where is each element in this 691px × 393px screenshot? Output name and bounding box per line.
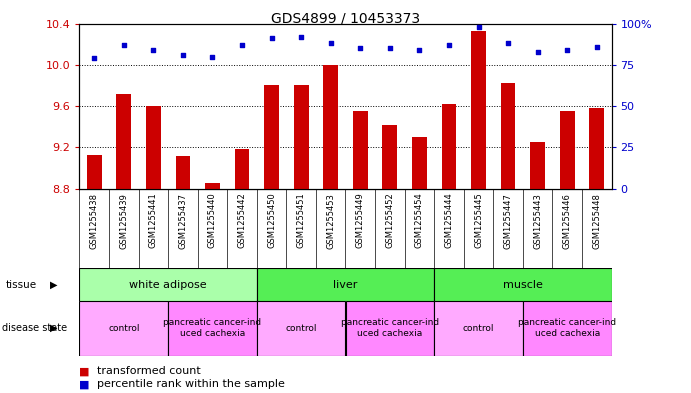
Text: GSM1255446: GSM1255446 (562, 193, 571, 248)
Text: GSM1255440: GSM1255440 (208, 193, 217, 248)
Text: tissue: tissue (6, 279, 37, 290)
Point (591, 44, 603, 50)
Text: ▶: ▶ (50, 323, 58, 333)
Point (532, 48, 543, 55)
Bar (176, 156, 190, 189)
Text: muscle: muscle (503, 279, 543, 290)
Text: liver: liver (333, 279, 358, 290)
Text: percentile rank within the sample: percentile rank within the sample (97, 379, 285, 389)
Bar (87, 154, 102, 189)
Point (384, 45, 395, 51)
Point (296, 34, 307, 40)
Bar (353, 111, 368, 189)
Point (207, 53, 218, 60)
Bar (382, 125, 397, 189)
Bar (257, 268, 434, 301)
Bar (323, 65, 338, 189)
Bar (257, 301, 346, 356)
Bar (294, 86, 309, 189)
Bar (442, 104, 456, 189)
Text: control: control (463, 324, 494, 332)
Point (88, 55, 100, 61)
Bar (264, 86, 279, 189)
Text: GSM1255450: GSM1255450 (267, 193, 276, 248)
Bar (168, 301, 257, 356)
Point (473, 24, 484, 30)
Bar (560, 111, 575, 189)
Bar (346, 301, 434, 356)
Point (444, 42, 455, 48)
Text: transformed count: transformed count (97, 366, 200, 376)
Point (502, 40, 513, 46)
Text: GSM1255453: GSM1255453 (326, 193, 335, 248)
Point (266, 35, 277, 42)
Bar (79, 301, 168, 356)
Text: ▶: ▶ (50, 279, 58, 290)
Text: pancreatic cancer-ind
uced cachexia: pancreatic cancer-ind uced cachexia (163, 318, 262, 338)
Text: GSM1255454: GSM1255454 (415, 193, 424, 248)
Text: GSM1255442: GSM1255442 (238, 193, 247, 248)
Text: GSM1255444: GSM1255444 (444, 193, 453, 248)
Text: pancreatic cancer-ind
uced cachexia: pancreatic cancer-ind uced cachexia (518, 318, 616, 338)
Bar (434, 301, 523, 356)
Point (562, 47, 573, 53)
Text: GSM1255451: GSM1255451 (296, 193, 305, 248)
Bar (235, 149, 249, 189)
Bar (434, 268, 612, 301)
Text: ■: ■ (79, 366, 90, 376)
Text: GSM1255438: GSM1255438 (90, 193, 99, 249)
Point (354, 45, 366, 51)
Bar (523, 301, 612, 356)
Text: white adipose: white adipose (129, 279, 207, 290)
Text: GSM1255449: GSM1255449 (356, 193, 365, 248)
Bar (589, 108, 604, 189)
Text: control: control (108, 324, 140, 332)
Point (414, 47, 425, 53)
Point (325, 40, 337, 46)
Bar (412, 137, 427, 189)
Text: ■: ■ (79, 379, 90, 389)
Point (118, 42, 129, 48)
Text: GSM1255448: GSM1255448 (592, 193, 601, 248)
Text: control: control (285, 324, 317, 332)
Text: GDS4899 / 10453373: GDS4899 / 10453373 (271, 12, 420, 26)
Bar (79, 268, 257, 301)
Text: GSM1255445: GSM1255445 (474, 193, 483, 248)
Point (178, 52, 189, 58)
Text: pancreatic cancer-ind
uced cachexia: pancreatic cancer-ind uced cachexia (341, 318, 439, 338)
Text: GSM1255437: GSM1255437 (178, 193, 187, 249)
Text: GSM1255441: GSM1255441 (149, 193, 158, 248)
Bar (501, 83, 515, 189)
Bar (471, 31, 486, 189)
Point (236, 42, 247, 48)
Text: GSM1255447: GSM1255447 (504, 193, 513, 248)
Text: GSM1255443: GSM1255443 (533, 193, 542, 248)
Text: GSM1255439: GSM1255439 (120, 193, 129, 248)
Bar (530, 142, 545, 189)
Text: disease state: disease state (2, 323, 67, 333)
Bar (146, 106, 161, 189)
Bar (116, 94, 131, 189)
Point (148, 47, 159, 53)
Bar (205, 184, 220, 189)
Text: GSM1255452: GSM1255452 (386, 193, 395, 248)
